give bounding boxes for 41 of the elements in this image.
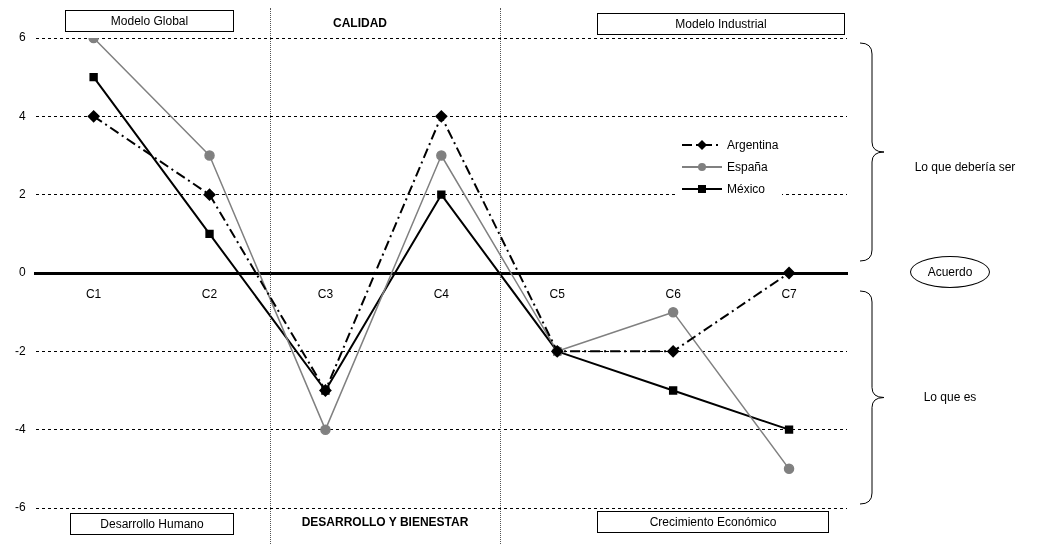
point: [87, 110, 100, 123]
point: [783, 463, 795, 475]
y-tick-label: 6: [18, 30, 26, 45]
point: [204, 150, 215, 161]
y-tick-label: 0: [18, 265, 26, 280]
point: [89, 72, 98, 82]
x-tick-label: C4: [433, 286, 450, 301]
text: CALIDAD: [332, 16, 388, 30]
y-tick-label: 4: [18, 108, 26, 123]
y-tick-label: 2: [18, 186, 26, 201]
legend-label: México: [727, 182, 766, 196]
text: Desarrollo Humano: [70, 513, 234, 535]
x-tick-label: C6: [665, 286, 682, 301]
y-tick-label: -2: [15, 343, 26, 358]
point: [667, 306, 679, 318]
text: Crecimiento Económico: [597, 511, 829, 533]
y-tick-label: -6: [15, 500, 26, 515]
text: Lo que debería ser: [913, 160, 1017, 174]
y-tick-label: -4: [15, 421, 26, 436]
point: [436, 150, 447, 161]
legend-label: España: [727, 160, 768, 174]
text: DESARROLLO Y BIENESTAR: [300, 515, 470, 529]
point: [320, 424, 331, 435]
text: Modelo Industrial: [597, 13, 845, 35]
point: [437, 190, 446, 199]
x-tick-label: C5: [549, 286, 566, 301]
point: [435, 110, 448, 123]
text: Lo que es: [922, 390, 978, 404]
text: Modelo Global: [65, 10, 234, 32]
point: [203, 188, 216, 201]
legend-label: Argentina: [727, 138, 779, 152]
point: [205, 229, 214, 239]
x-tick-label: C2: [201, 286, 218, 301]
x-tick-label: C3: [317, 286, 334, 301]
point: [784, 425, 794, 434]
point: [783, 267, 796, 279]
x-tick-label: C1: [85, 286, 102, 301]
point: [668, 386, 678, 395]
point: [667, 345, 680, 358]
text: Acuerdo: [910, 256, 990, 288]
x-tick-label: C7: [781, 286, 798, 301]
